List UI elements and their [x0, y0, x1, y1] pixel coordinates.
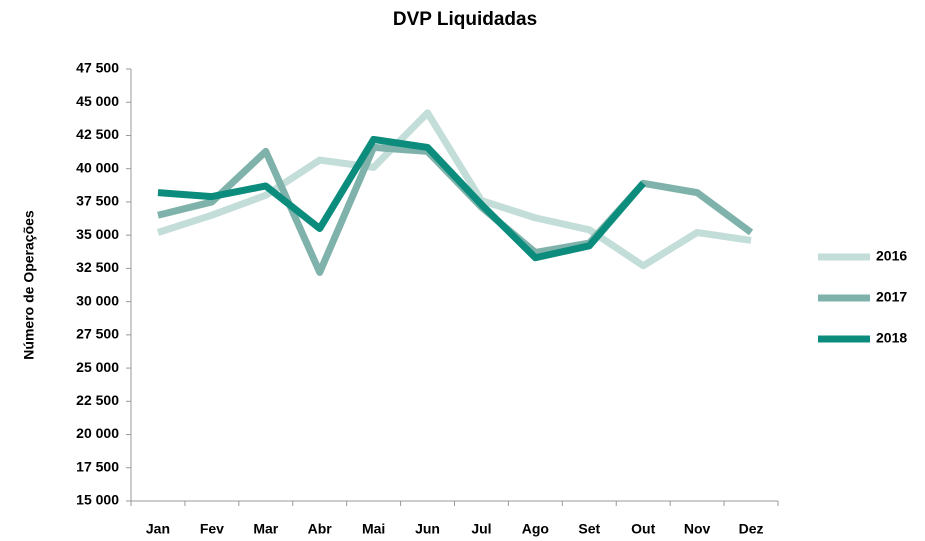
y-tick-label: 40 000	[76, 159, 119, 175]
y-tick-label: 17 500	[76, 458, 119, 474]
y-tick-label: 45 000	[76, 93, 119, 109]
chart-title: DVP Liquidadas	[393, 9, 537, 30]
y-tick-label: 25 000	[76, 359, 119, 375]
series-line	[156, 109, 752, 270]
y-axis-title: Número de Operações	[21, 210, 37, 360]
legend-label: 2016	[876, 248, 907, 264]
y-tick-label: 37 500	[76, 193, 119, 209]
legend-label: 2018	[876, 330, 907, 346]
y-tick-label: 30 000	[76, 292, 119, 308]
legend-label: 2017	[876, 289, 907, 305]
x-tick-label: Jul	[471, 521, 491, 537]
x-tick-label: Mar	[253, 521, 278, 537]
x-tick-label: Mai	[362, 521, 385, 537]
x-tick-label: Fev	[200, 521, 224, 537]
x-tick-label: Nov	[684, 521, 711, 537]
series-line	[157, 135, 646, 262]
x-tick-label: Dez	[739, 521, 764, 537]
y-tick-label: 22 500	[76, 392, 119, 408]
x-tick-label: Jan	[146, 521, 170, 537]
x-tick-label: Jun	[415, 521, 440, 537]
y-tick-label: 27 500	[76, 326, 119, 342]
x-tick-label: Out	[631, 521, 655, 537]
y-tick-label: 42 500	[76, 126, 119, 142]
y-tick-label: 32 500	[76, 259, 119, 275]
y-tick-label: 35 000	[76, 226, 119, 242]
x-tick-label: Abr	[308, 521, 333, 537]
y-tick-label: 20 000	[76, 425, 119, 441]
y-tick-label: 15 000	[76, 492, 119, 508]
x-tick-label: Set	[578, 521, 600, 537]
x-tick-label: Ago	[522, 521, 549, 537]
y-tick-label: 47 500	[76, 60, 119, 76]
